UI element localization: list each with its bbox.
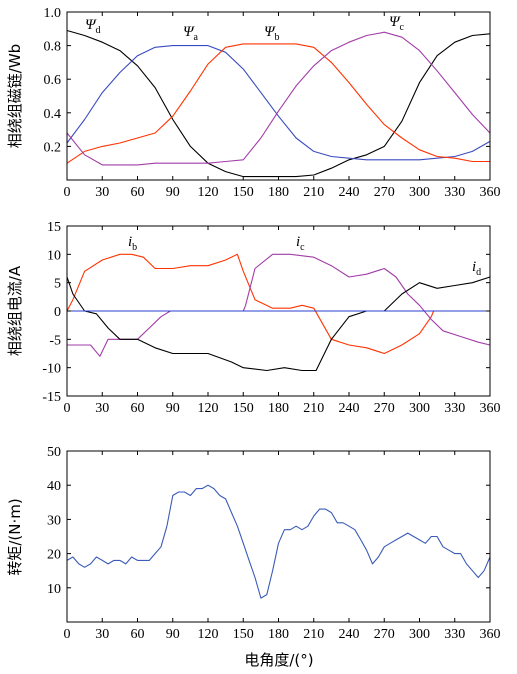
x-tick-label: 0 bbox=[64, 401, 71, 416]
x-tick-label: 0 bbox=[64, 627, 71, 642]
x-tick-label: 330 bbox=[444, 627, 465, 642]
y-tick-label: -10 bbox=[42, 362, 61, 377]
x-tick-label: 210 bbox=[303, 627, 324, 642]
x-tick-label: 240 bbox=[339, 185, 360, 200]
x-tick-label: 90 bbox=[166, 627, 180, 642]
torque-xlabel: 电角度/(°) bbox=[244, 651, 313, 669]
x-tick-label: 150 bbox=[233, 627, 254, 642]
x-tick-label: 270 bbox=[374, 401, 395, 416]
x-tick-label: 330 bbox=[444, 401, 465, 416]
flux-linkage-panel: 0 30 60 90 120 150 180 210 240 270 300 330 360 0.2 0.4… bbox=[44, 6, 501, 200]
y-tick-label: 0.2 bbox=[44, 140, 62, 155]
y-tick-label: 0.4 bbox=[44, 107, 62, 122]
x-tick-label: 180 bbox=[268, 185, 289, 200]
series-line-ic bbox=[67, 253, 491, 357]
x-tick-label: 150 bbox=[233, 401, 254, 416]
y-tick-label: 1.0 bbox=[44, 6, 62, 21]
series-line-s0 bbox=[66, 484, 491, 599]
i-d-label: id bbox=[472, 259, 481, 278]
x-tick-label: 180 bbox=[268, 627, 289, 642]
x-tick-label: 300 bbox=[409, 627, 430, 642]
x-tick-label: 120 bbox=[198, 627, 219, 642]
current-ylabel: 相绕组电流/A bbox=[6, 265, 24, 356]
x-tick-label: 270 bbox=[374, 627, 395, 642]
x-tick-label: 90 bbox=[166, 185, 180, 200]
y-tick-label: 30 bbox=[47, 513, 61, 528]
psi-c-label: Ψc bbox=[389, 14, 405, 33]
x-tick-label: 270 bbox=[374, 185, 395, 200]
y-tick-label: -5 bbox=[49, 333, 61, 348]
series-line-Ψb bbox=[66, 43, 490, 164]
x-tick-label: 210 bbox=[303, 401, 324, 416]
x-tick-label: 180 bbox=[268, 401, 289, 416]
flux-ylabel: 相绕组磁链/Wb bbox=[6, 44, 24, 148]
y-tick-label: 10 bbox=[47, 248, 61, 263]
x-tick-label: 360 bbox=[480, 627, 501, 642]
y-tick-label: -15 bbox=[42, 390, 61, 405]
x-tick-label: 300 bbox=[409, 401, 430, 416]
torque-panel: 0 30 60 90 120 150 180 210 240 270 300 330 360 10 20 30… bbox=[47, 445, 501, 642]
series-line-Ψa bbox=[66, 45, 491, 161]
x-tick-label: 60 bbox=[131, 401, 145, 416]
psi-d-label: Ψd bbox=[85, 17, 101, 36]
psi-a-label: Ψa bbox=[183, 24, 199, 43]
series-line-id bbox=[66, 276, 491, 372]
x-tick-label: 360 bbox=[480, 185, 501, 200]
x-tick-label: 300 bbox=[409, 185, 430, 200]
series-line-ib bbox=[66, 253, 490, 355]
y-tick-label: 0.8 bbox=[44, 40, 62, 55]
x-tick-label: 0 bbox=[64, 185, 71, 200]
x-tick-label: 210 bbox=[303, 185, 324, 200]
y-tick-label: 40 bbox=[47, 479, 61, 494]
x-tick-label: 150 bbox=[233, 185, 254, 200]
psi-b-label: Ψb bbox=[264, 24, 280, 43]
x-tick-label: 60 bbox=[131, 627, 145, 642]
x-tick-label: 30 bbox=[95, 185, 109, 200]
x-tick-label: 120 bbox=[198, 401, 219, 416]
y-tick-label: 0 bbox=[54, 305, 61, 320]
y-tick-label: 20 bbox=[47, 548, 61, 563]
y-tick-label: 5 bbox=[54, 277, 61, 292]
y-tick-label: 0.6 bbox=[44, 73, 62, 88]
x-tick-label: 60 bbox=[131, 185, 145, 200]
y-tick-label: 15 bbox=[47, 220, 61, 235]
phase-current-panel: 0 30 60 90 120 150 180 210 240 270 300 330 360-15-10… bbox=[42, 220, 500, 416]
x-tick-label: 30 bbox=[95, 627, 109, 642]
x-tick-label: 30 bbox=[95, 401, 109, 416]
x-tick-label: 120 bbox=[198, 185, 219, 200]
torque-ylabel: 转矩/(N·m) bbox=[6, 498, 24, 575]
i-b-label: ib bbox=[128, 234, 137, 253]
x-tick-label: 90 bbox=[166, 401, 180, 416]
x-tick-label: 240 bbox=[339, 401, 360, 416]
y-tick-label: 50 bbox=[47, 445, 61, 460]
i-c-label: ic bbox=[296, 234, 305, 253]
series-line-Ψd bbox=[66, 29, 491, 178]
x-tick-label: 240 bbox=[339, 627, 360, 642]
series-line-Ψc bbox=[66, 31, 491, 166]
x-tick-label: 330 bbox=[444, 185, 465, 200]
y-tick-label: 10 bbox=[47, 582, 61, 597]
x-tick-label: 360 bbox=[480, 401, 501, 416]
plot-frame bbox=[66, 450, 491, 623]
